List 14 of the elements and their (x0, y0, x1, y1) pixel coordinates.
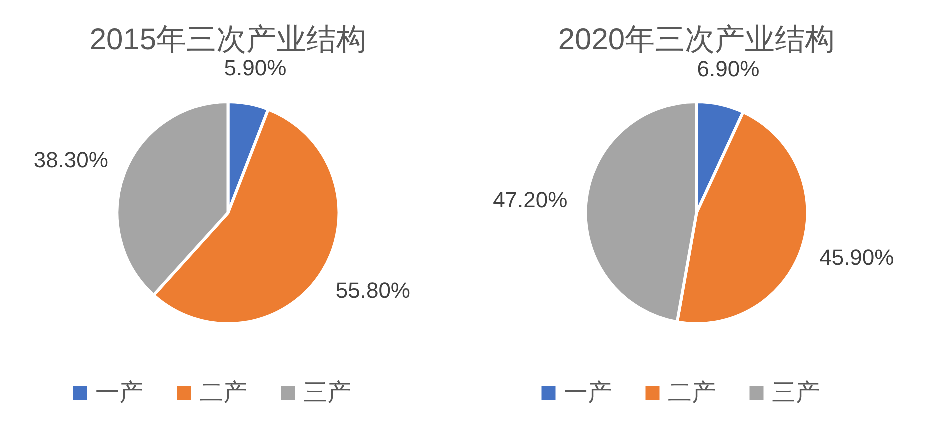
data-label: 6.90% (697, 56, 760, 82)
chart-title: 2020年三次产业结构 (558, 24, 836, 56)
legend-label: 一产 (564, 380, 612, 406)
legend-label: 一产 (95, 380, 144, 406)
chart-title: 2015年三次产业结构 (90, 24, 367, 56)
data-label: 47.20% (493, 188, 568, 213)
legend-label: 二产 (668, 380, 716, 406)
data-label: 38.30% (34, 147, 108, 172)
legend-label: 三产 (772, 380, 820, 406)
legend-label: 二产 (199, 380, 248, 406)
data-label: 5.90% (224, 55, 287, 80)
data-label: 55.80% (336, 278, 411, 304)
legend-label: 三产 (303, 380, 352, 406)
data-label: 45.90% (820, 244, 894, 270)
